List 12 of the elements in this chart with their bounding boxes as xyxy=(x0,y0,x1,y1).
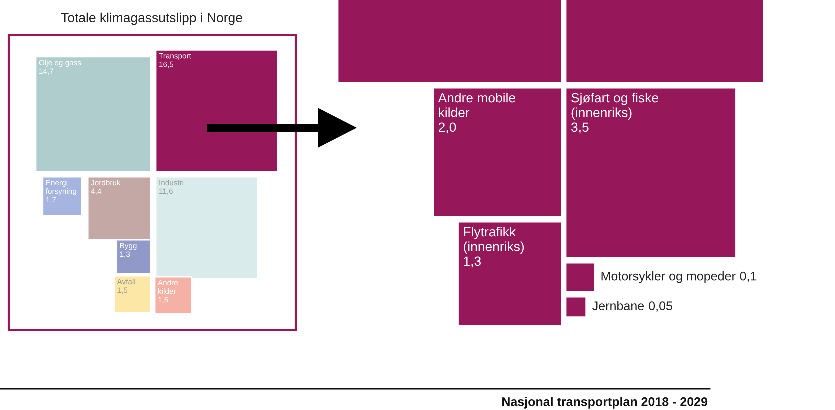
category-label: Sjøfart og fiske (innenriks) xyxy=(572,93,658,120)
data-label: 2,0 xyxy=(438,122,456,134)
category-label: Motorsykler og mopeder xyxy=(602,272,736,284)
text: Nasjonal transportplan 2018 - 2029 xyxy=(502,397,708,409)
data-label: 0,05 xyxy=(649,302,672,312)
category-label: Andre mobile kilder xyxy=(438,93,516,118)
data-label: 1,3 xyxy=(464,256,482,268)
text: Totale klimagassutslipp i Norge xyxy=(61,12,242,26)
category-label: Flytrafikk (innenriks) xyxy=(464,227,524,254)
data-label: 3,5 xyxy=(572,122,589,134)
category-label: Jernbane xyxy=(592,301,644,311)
data-label: 0,1 xyxy=(740,272,757,282)
